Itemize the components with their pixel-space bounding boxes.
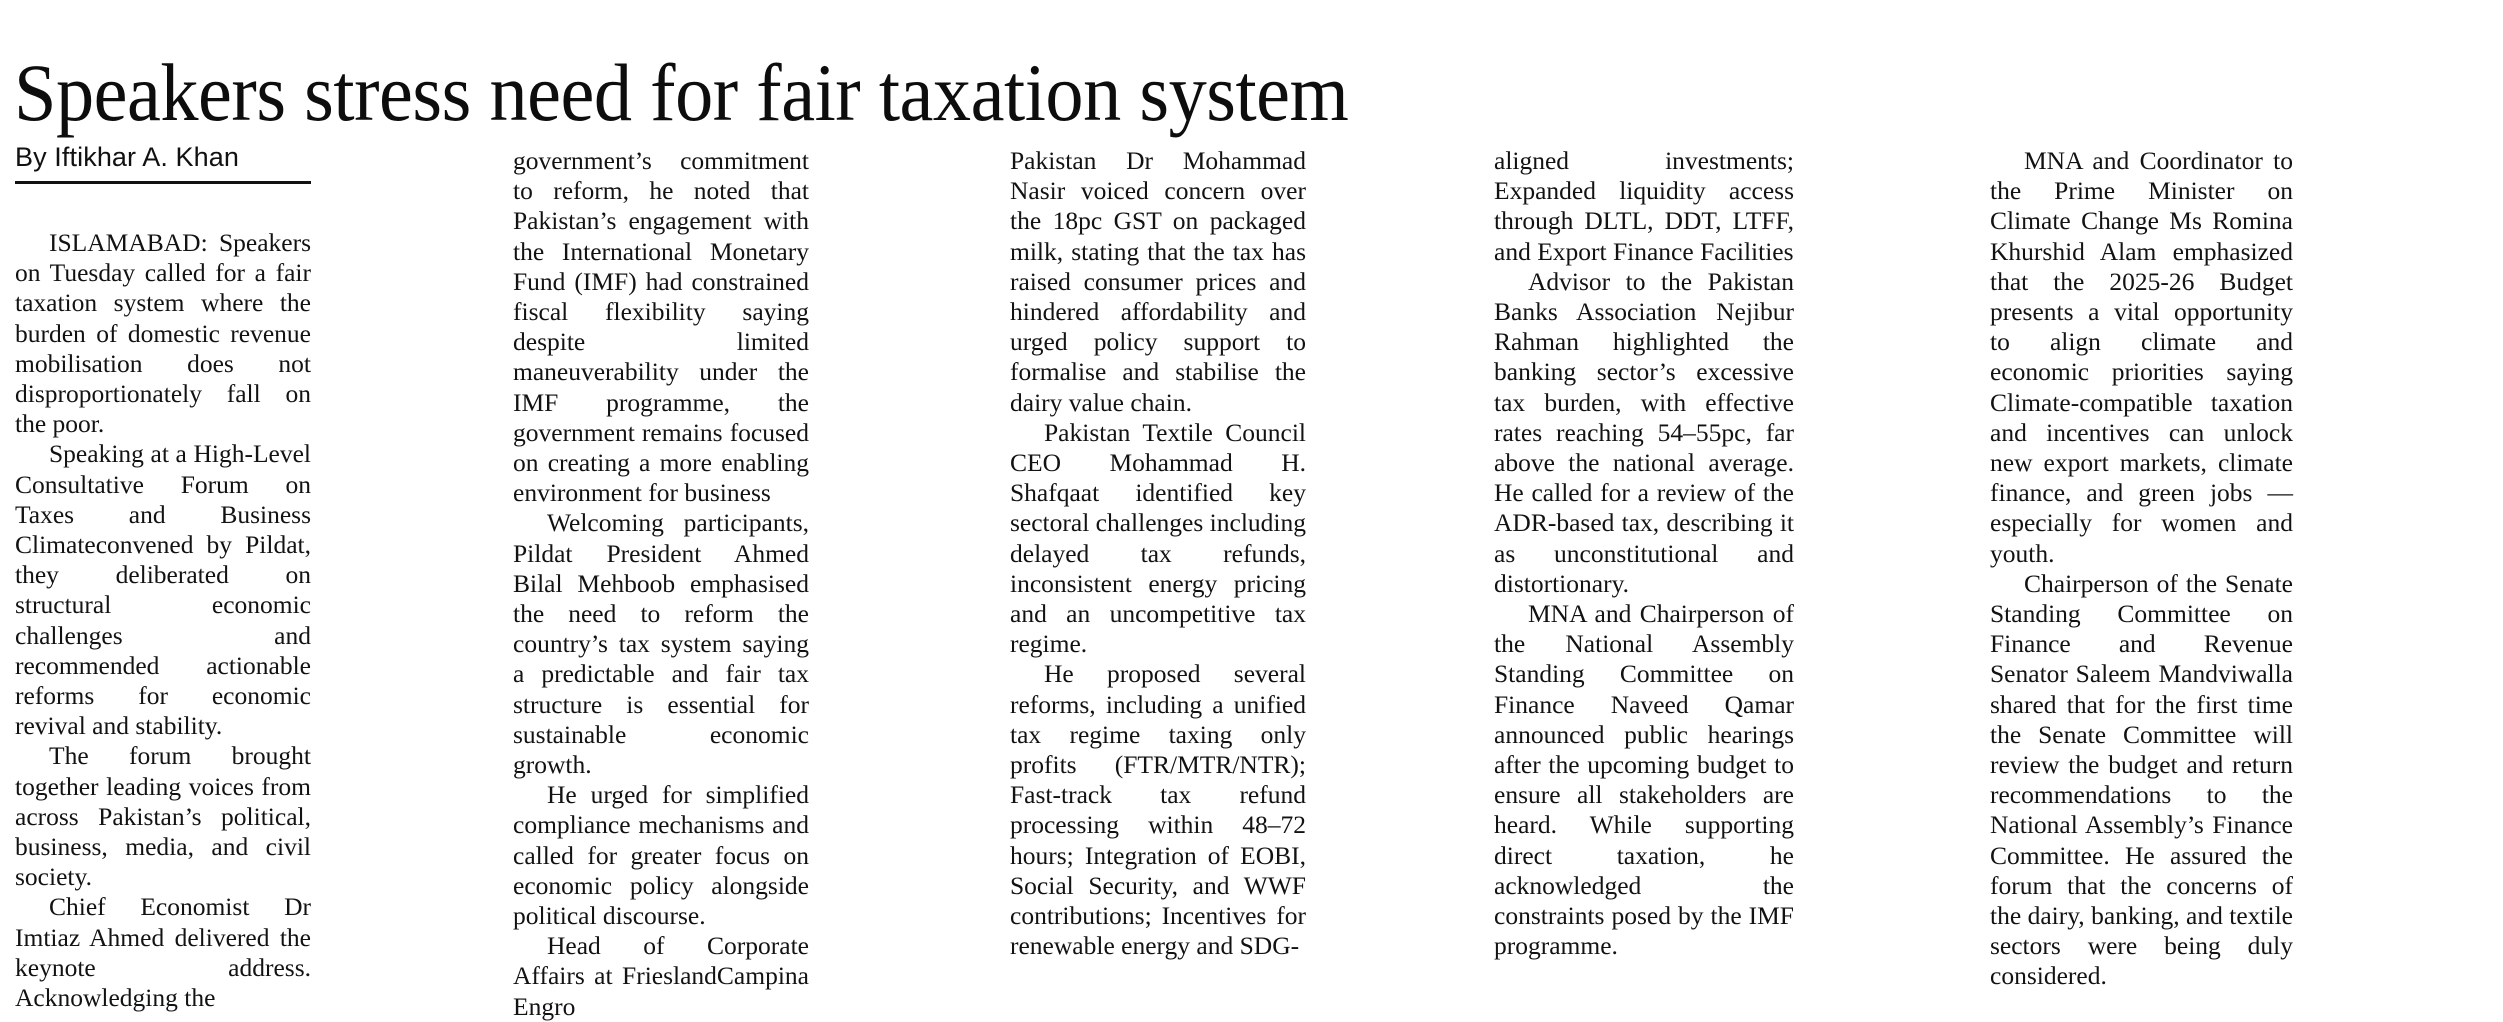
article-paragraph: Advisor to the Pakistan Banks Associatio… (1494, 266, 1794, 598)
article-paragraph: ISLAMABAD: Speakers on Tuesday called fo… (15, 228, 311, 439)
article-paragraph: Pakistan Textile Council CEO Mohammad H.… (1010, 417, 1306, 659)
page-title: Speakers stress need for fair taxation s… (14, 46, 1349, 138)
article-columns: ISLAMABAD: Speakers on Tuesday called fo… (15, 146, 2293, 1021)
byline-divider (15, 181, 311, 184)
article-paragraph: Speaking at a High-Level Consultative Fo… (15, 439, 311, 741)
article-paragraph: Chairperson of the Senate Standing Commi… (1990, 568, 2293, 991)
article-column-3: Pakistan Dr Mohammad Nasir voiced concer… (1010, 146, 1306, 961)
article-paragraph: MNA and Coordinator to the Prime Ministe… (1990, 146, 2293, 568)
byline: By Iftikhar A. Khan (15, 142, 240, 172)
article-paragraph: He urged for simplified compliance mecha… (513, 780, 809, 931)
article-paragraph: Chief Economist Dr Imtiaz Ahmed delivere… (15, 892, 311, 1013)
article-column-4: aligned investments; Expanded liquidity … (1494, 146, 1794, 961)
article-column-2: government’s commitment to reform, he no… (513, 146, 809, 1022)
newspaper-article-page: Speakers stress need for fair taxation s… (14, 46, 2293, 1021)
article-paragraph: Pakistan Dr Mohammad Nasir voiced concer… (1010, 146, 1306, 417)
article-paragraph: government’s commitment to reform, he no… (513, 146, 809, 508)
article-paragraph: Head of Corporate Affairs at FrieslandCa… (513, 931, 809, 1021)
article-column-1: ISLAMABAD: Speakers on Tuesday called fo… (15, 228, 311, 1013)
article-column-5: MNA and Coordinator to the Prime Ministe… (1990, 146, 2293, 992)
article-paragraph: aligned investments; Expanded liquidity … (1494, 146, 1794, 266)
byline-block: By Iftikhar A. Khan (15, 142, 311, 184)
article-paragraph: The forum brought together leading voice… (15, 741, 311, 892)
article-paragraph: He proposed several reforms, including a… (1010, 659, 1306, 961)
article-paragraph: Welcoming participants, Pildat President… (513, 508, 809, 780)
article-paragraph: MNA and Chairperson of the National Asse… (1494, 599, 1794, 961)
